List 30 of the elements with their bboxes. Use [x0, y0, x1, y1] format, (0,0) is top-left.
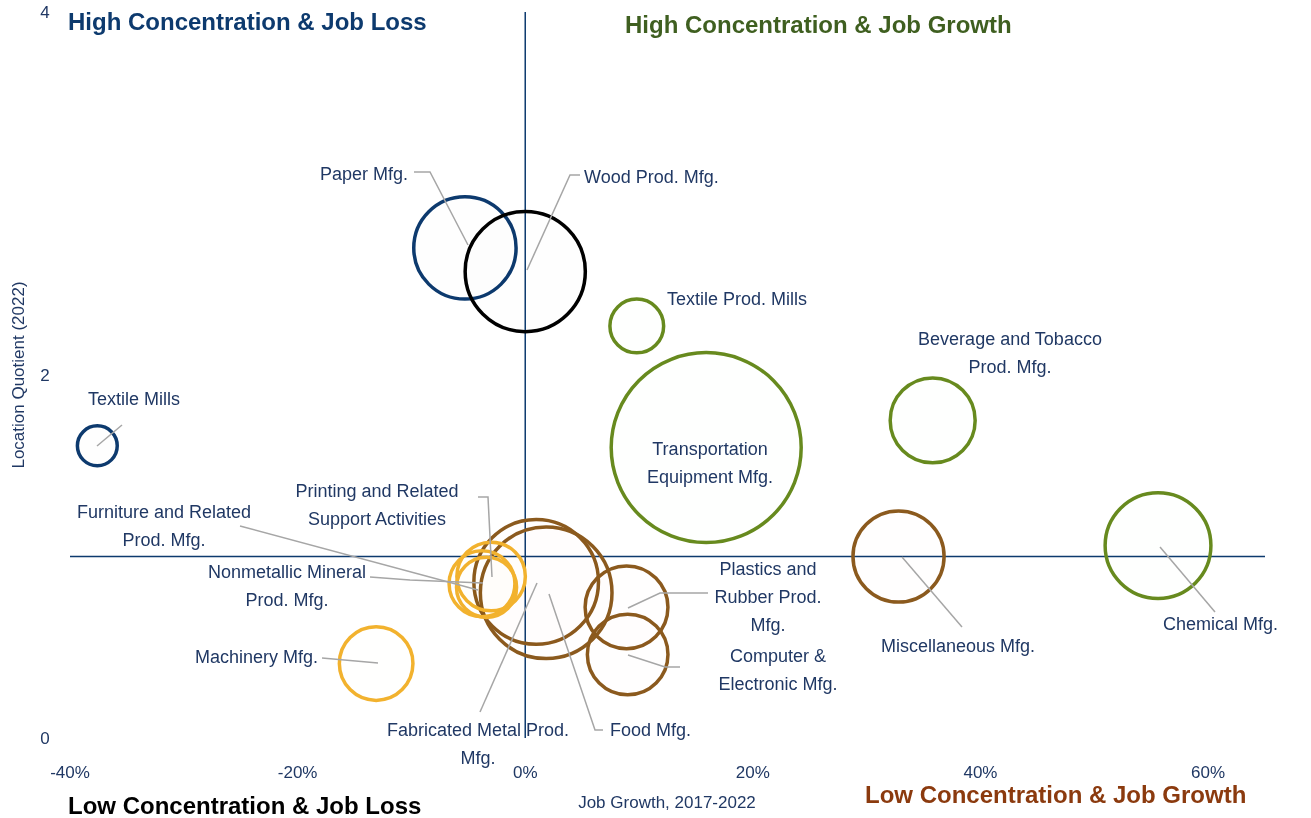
x-tick-label: -20%	[277, 763, 318, 782]
x-axis-title: Job Growth, 2017-2022	[578, 793, 756, 812]
text: Nonmetallic Mineral Prod. Mfg.	[207, 562, 367, 610]
y-axis-title: Location Quotient (2022)	[9, 281, 28, 469]
series-label: Machinery Mfg.	[194, 647, 318, 667]
series-label: Printing and Related Support Activities	[295, 481, 459, 529]
x-tick-label: 20%	[735, 763, 770, 782]
text: Plastics and Rubber Prod. Mfg.	[714, 559, 822, 635]
annotation: High Concentration & Job Loss	[68, 8, 427, 35]
series-label: Textile Prod. Mills	[667, 289, 808, 309]
x-tick-label: -40%	[50, 763, 90, 782]
x-tick-label: 40%	[963, 763, 998, 782]
text: Food Mfg.	[610, 720, 692, 740]
series-label: Miscellaneous Mfg.	[880, 636, 1036, 656]
y-tick-label: 2	[40, 365, 50, 385]
x-tick-label: 0%	[512, 763, 538, 782]
series-label: Textile Mills	[87, 389, 181, 409]
annotation: High Concentration & Job Growth	[625, 11, 1012, 38]
text: Computer & Electronic Mfg.	[718, 646, 838, 694]
text: Low Concentration & Job Growth	[865, 781, 1247, 808]
text: Furniture and Related Prod. Mfg.	[76, 502, 252, 550]
text: Wood Prod. Mfg.	[584, 167, 719, 187]
series-label: Paper Mfg.	[319, 164, 408, 184]
y-tick-label: 4	[40, 2, 50, 22]
series-label: Transportation Equipment Mfg.	[646, 439, 774, 487]
text: Low Concentration & Job Loss	[68, 792, 422, 818]
series-label: Beverage and Tobacco Prod. Mfg.	[918, 329, 1102, 377]
series-label: Chemical Mfg.	[1163, 614, 1279, 634]
x-tick-label: 60%	[1191, 763, 1226, 782]
y-tick-label: 0	[40, 728, 50, 748]
